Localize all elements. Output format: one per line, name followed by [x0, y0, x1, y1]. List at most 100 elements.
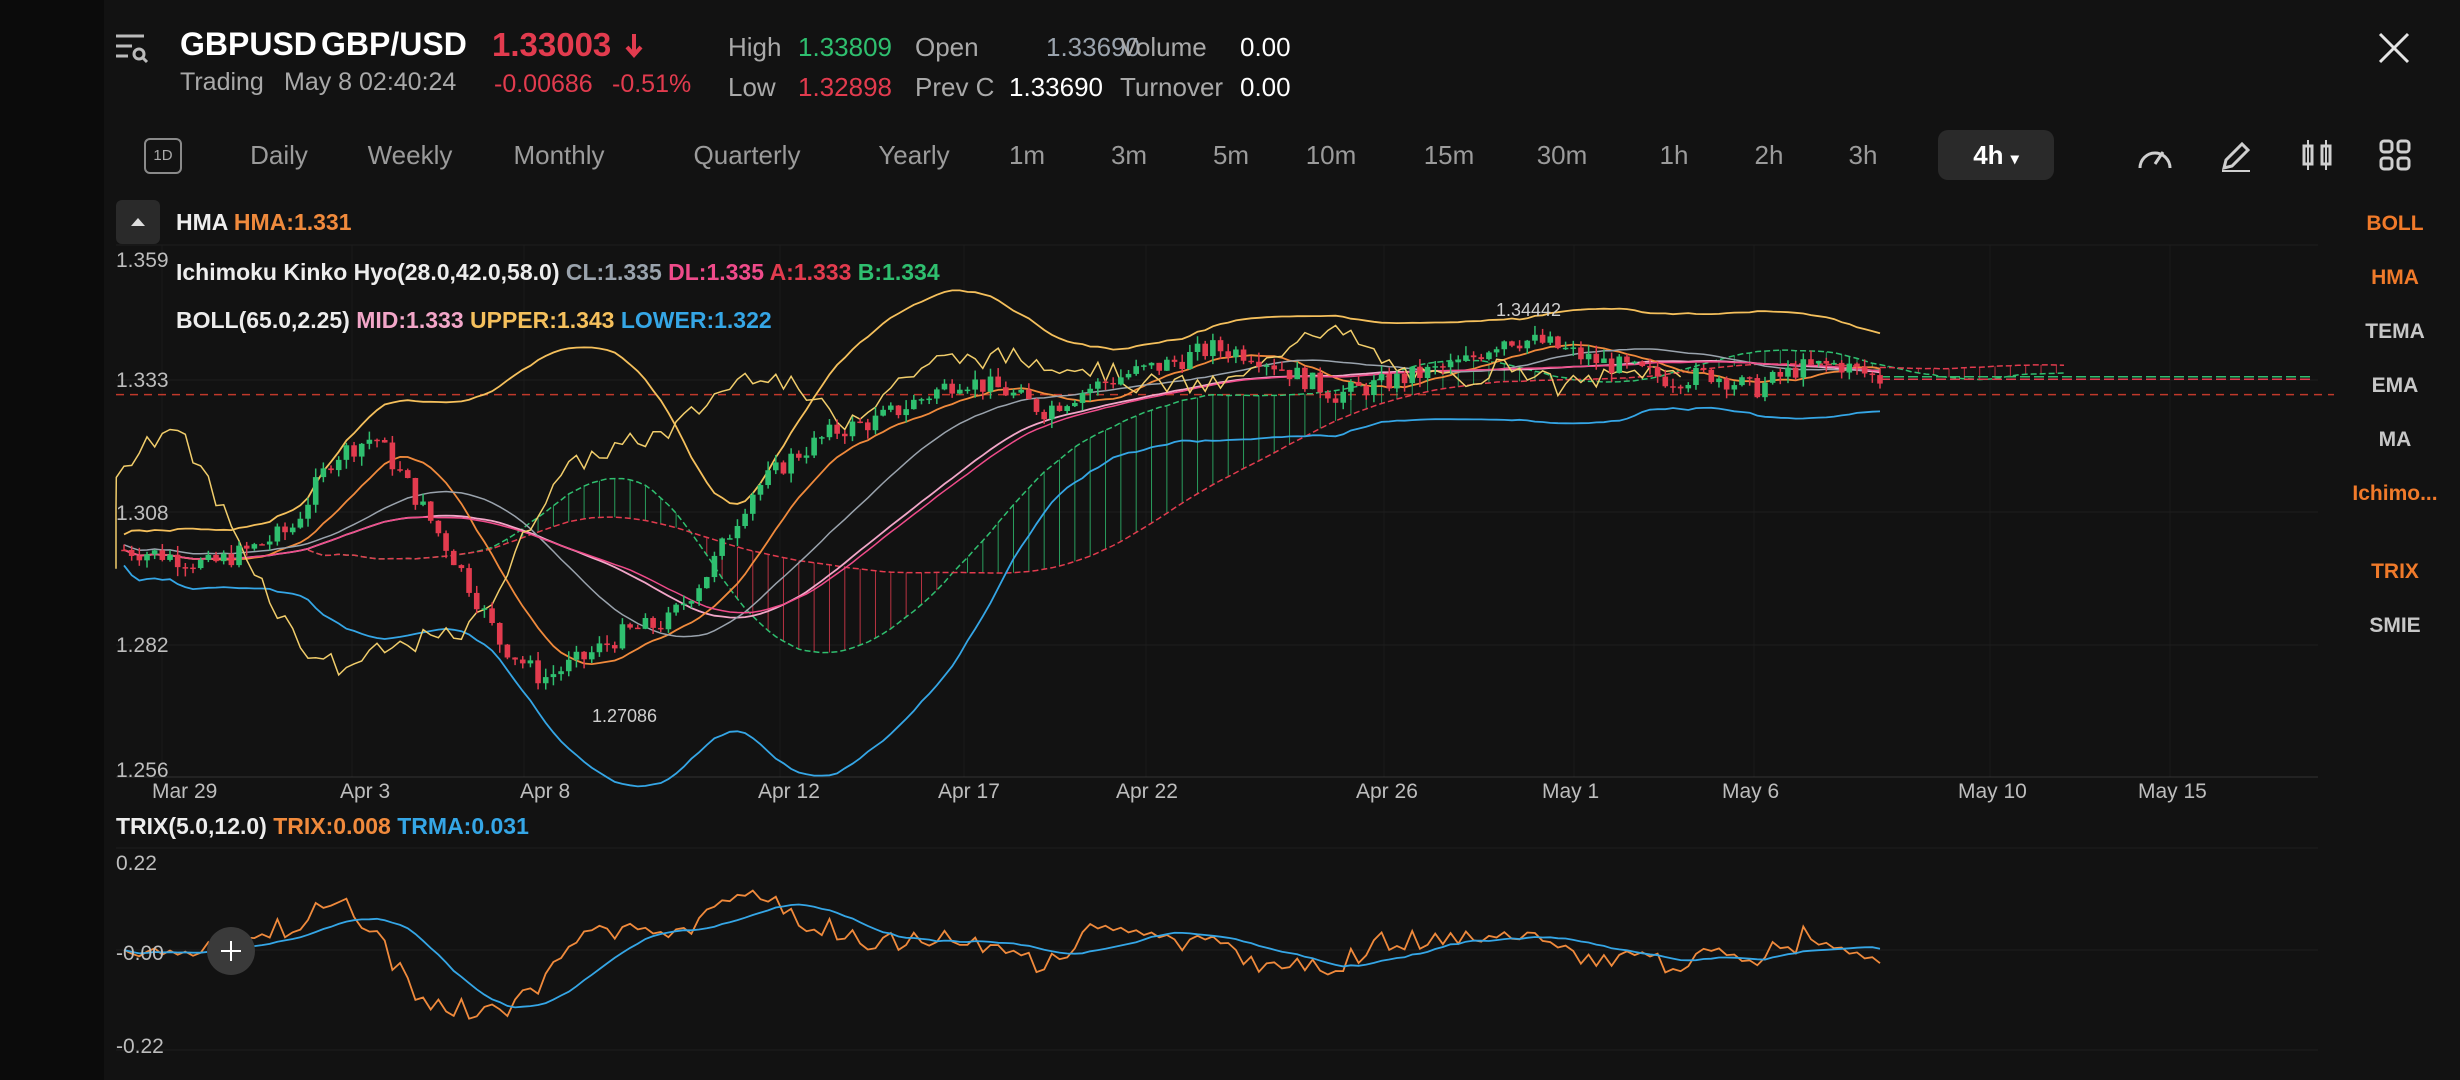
candle-body	[542, 677, 549, 684]
candle-body	[1762, 382, 1768, 398]
candle-body	[1662, 376, 1669, 387]
close-icon[interactable]	[2376, 30, 2412, 66]
candle-body	[1593, 353, 1600, 363]
x-tick-mar29: Mar 29	[152, 780, 217, 803]
tab-weekly[interactable]: Weekly	[367, 140, 453, 170]
tab-quarterly[interactable]: Quarterly	[693, 140, 801, 170]
candle-body	[1087, 388, 1093, 393]
high-label: High	[728, 32, 782, 62]
pencil-icon[interactable]	[2218, 138, 2254, 179]
tab-4h[interactable]: 4h ▾	[1938, 130, 2054, 180]
candle-body	[535, 660, 541, 684]
candle-body	[1049, 405, 1055, 420]
sidebar-item-hma[interactable]: HMA	[2371, 266, 2419, 289]
price-chart[interactable]: 1.359 1.333 1.308 1.282 1.256 Mar 29 Apr…	[104, 0, 2334, 1080]
candle-body	[1056, 405, 1063, 412]
candle-body	[1608, 358, 1615, 373]
sidebar-item-trix[interactable]: TRIX	[2371, 560, 2419, 583]
prevc-label: Prev C	[915, 72, 995, 102]
open-value: 1.33690	[1046, 32, 1140, 62]
candle-body	[918, 399, 925, 401]
candle-body	[1102, 381, 1109, 384]
candle-body	[1187, 352, 1193, 369]
candle-body	[1555, 336, 1561, 349]
candle-body	[1217, 340, 1224, 352]
sidebar-item-tema[interactable]: TEMA	[2365, 320, 2425, 343]
candle-body	[588, 652, 595, 660]
tab-yearly[interactable]: Yearly	[878, 140, 950, 170]
crosshair-button[interactable]	[207, 927, 255, 975]
tab-3h[interactable]: 3h	[1848, 140, 1878, 170]
candle-body	[144, 554, 150, 561]
sidebar-item-ichimoku[interactable]: Ichimo...	[2352, 482, 2438, 505]
hma-line	[123, 343, 1881, 666]
candle-body	[1486, 352, 1492, 360]
tab-monthly[interactable]: Monthly	[513, 140, 605, 170]
candle-body	[888, 405, 894, 410]
sidebar-item-smie[interactable]: SMIE	[2369, 614, 2421, 637]
candle-body	[136, 555, 143, 561]
collapse-legend-button[interactable]	[116, 200, 160, 244]
candle-body	[1777, 371, 1784, 377]
candle-body	[1332, 398, 1339, 403]
candle-body	[366, 439, 373, 444]
candle-body	[519, 659, 526, 664]
prevc-value: 1.33690	[1009, 72, 1103, 102]
x-tick-apr3: Apr 3	[340, 780, 390, 803]
boll-upper-line	[123, 289, 1881, 536]
tab-30m[interactable]: 30m	[1536, 140, 1588, 170]
boll-legend: BOLL(65.0,2.25) MID:1.333 UPPER:1.343 LO…	[176, 307, 772, 334]
trading-status: Trading	[180, 68, 264, 96]
candle-body	[1785, 367, 1791, 377]
boll-fill-layer	[460, 350, 2057, 653]
menu-search-icon[interactable]	[114, 30, 150, 66]
candle-body	[450, 550, 457, 566]
candle-body	[1156, 362, 1162, 371]
tab-2h[interactable]: 2h	[1754, 140, 1784, 170]
x-tick-may1: May 1	[1542, 780, 1599, 803]
sidebar-item-ma[interactable]: MA	[2378, 428, 2412, 451]
candle-body	[1616, 356, 1623, 373]
candle-body	[1539, 334, 1546, 343]
open-label: Open	[915, 32, 979, 62]
tab-1m[interactable]: 1m	[1008, 140, 1046, 170]
day-range-icon[interactable]: 1D	[144, 138, 182, 174]
candle-body	[1394, 373, 1400, 389]
candle-body	[1624, 356, 1630, 363]
low-value: 1.32898	[798, 72, 892, 102]
candle-body	[1585, 353, 1592, 360]
candle-body	[1746, 377, 1753, 379]
boll-mid: MID:1.333	[356, 307, 464, 333]
tab-daily[interactable]: Daily	[250, 140, 308, 170]
candle-style-icon[interactable]	[2300, 138, 2334, 177]
tab-5m[interactable]: 5m	[1212, 140, 1250, 170]
candle-body	[190, 567, 196, 570]
candle-body	[1072, 402, 1078, 407]
ichimoku-legend-label: Ichimoku Kinko Hyo(28.0,42.0,58.0)	[176, 259, 560, 285]
candle-body	[1838, 362, 1845, 373]
boll-upper: UPPER:1.343	[470, 307, 615, 333]
grid-icon[interactable]	[2378, 138, 2412, 177]
candle-body	[1846, 363, 1853, 373]
candle-body	[1125, 373, 1132, 378]
tab-10m[interactable]: 10m	[1305, 140, 1357, 170]
candle-body	[1164, 359, 1170, 371]
candle-body	[880, 409, 886, 416]
tab-15m[interactable]: 15m	[1423, 140, 1475, 170]
candle-body	[435, 520, 442, 534]
candle-body	[1018, 389, 1024, 393]
chevron-up-icon	[131, 218, 145, 226]
candle-body	[619, 624, 626, 649]
tab-1h[interactable]: 1h	[1659, 140, 1689, 170]
sidebar-item-ema[interactable]: EMA	[2371, 374, 2419, 397]
trix-legend: TRIX(5.0,12.0) TRIX:0.008 TRMA:0.031	[116, 813, 529, 840]
candle-body	[1041, 411, 1047, 420]
candle-body	[1378, 373, 1385, 381]
candle-body	[726, 538, 733, 540]
tab-3m[interactable]: 3m	[1110, 140, 1148, 170]
candle-body	[305, 504, 311, 519]
gauge-icon[interactable]	[2136, 140, 2174, 177]
sidebar-item-boll[interactable]: BOLL	[2366, 212, 2424, 235]
ichimoku-span-a-line	[307, 349, 2065, 654]
candle-body	[972, 379, 978, 390]
